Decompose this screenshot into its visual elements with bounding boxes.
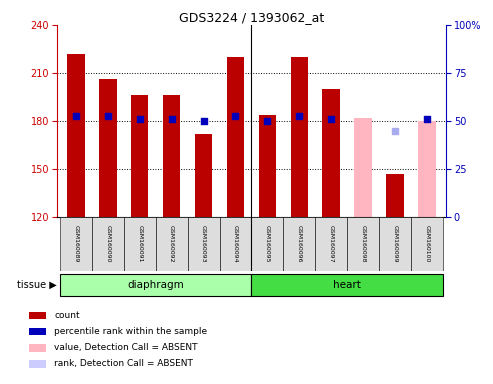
Text: GSM160096: GSM160096	[297, 225, 302, 263]
Text: GSM160094: GSM160094	[233, 225, 238, 263]
Bar	[316, 217, 347, 271]
Bar	[251, 217, 283, 271]
Point	[72, 113, 80, 119]
Text: count: count	[54, 311, 80, 320]
Bar	[67, 54, 85, 217]
Bar	[60, 217, 92, 271]
Point	[232, 113, 240, 119]
Text: GSM160093: GSM160093	[201, 225, 206, 263]
Text: GSM160090: GSM160090	[106, 225, 110, 263]
Bar	[411, 217, 443, 271]
Text: rank, Detection Call = ABSENT: rank, Detection Call = ABSENT	[54, 359, 193, 368]
Point	[136, 116, 143, 122]
Bar	[322, 89, 340, 217]
Bar	[290, 57, 308, 217]
Bar	[29, 360, 46, 367]
Bar	[251, 274, 443, 296]
Point	[200, 118, 208, 124]
Point	[423, 116, 431, 122]
Point	[168, 116, 176, 122]
Text: percentile rank within the sample: percentile rank within the sample	[54, 327, 207, 336]
Bar	[29, 344, 46, 351]
Bar	[195, 134, 212, 217]
Text: GSM160095: GSM160095	[265, 225, 270, 263]
Text: GSM160100: GSM160100	[424, 225, 429, 263]
Bar	[259, 114, 276, 217]
Bar	[354, 118, 372, 217]
Bar	[418, 121, 436, 217]
Bar	[347, 217, 379, 271]
Text: GSM160091: GSM160091	[137, 225, 142, 263]
Text: GSM160089: GSM160089	[73, 225, 78, 263]
Bar	[163, 95, 180, 217]
Bar	[387, 174, 404, 217]
Point	[295, 113, 303, 119]
Bar	[187, 217, 219, 271]
Text: heart: heart	[333, 280, 361, 290]
Text: diaphragm: diaphragm	[127, 280, 184, 290]
Bar	[131, 95, 148, 217]
Text: GSM160099: GSM160099	[392, 225, 397, 263]
Bar	[156, 217, 187, 271]
Point	[327, 116, 335, 122]
Text: GSM160092: GSM160092	[169, 225, 174, 263]
Point	[263, 118, 271, 124]
Title: GDS3224 / 1393062_at: GDS3224 / 1393062_at	[179, 11, 324, 24]
Bar	[379, 217, 411, 271]
Text: GSM160097: GSM160097	[329, 225, 334, 263]
Bar	[60, 274, 251, 296]
Text: tissue ▶: tissue ▶	[17, 280, 57, 290]
Text: value, Detection Call = ABSENT: value, Detection Call = ABSENT	[54, 343, 198, 352]
Bar	[99, 79, 116, 217]
Bar	[29, 328, 46, 336]
Bar	[29, 312, 46, 319]
Bar	[92, 217, 124, 271]
Bar	[283, 217, 316, 271]
Text: GSM160098: GSM160098	[361, 225, 366, 263]
Bar	[124, 217, 156, 271]
Bar	[219, 217, 251, 271]
Bar	[227, 57, 244, 217]
Point	[391, 127, 399, 134]
Point	[104, 113, 112, 119]
